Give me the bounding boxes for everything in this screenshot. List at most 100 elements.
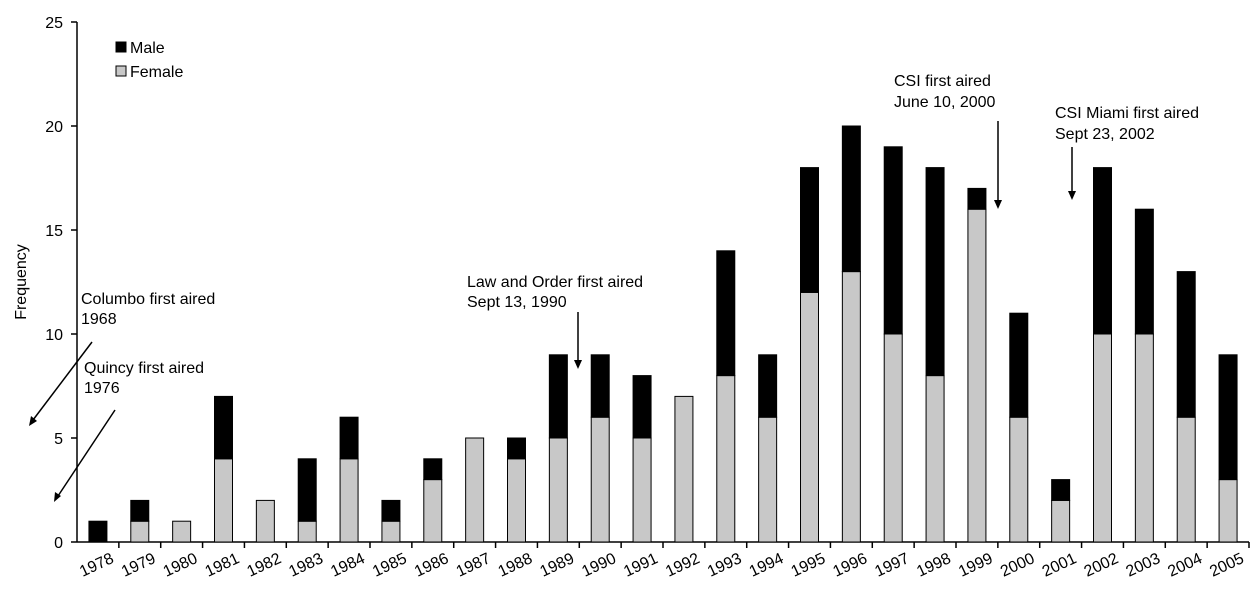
annotation-columbo-line1: Columbo first aired	[81, 291, 215, 308]
bar-female-2005	[1218, 479, 1238, 543]
bar-female-2004	[1176, 416, 1196, 543]
x-tick-label: 1993	[705, 550, 745, 580]
y-tick-label: 15	[45, 223, 63, 240]
axes	[76, 22, 1249, 543]
bar-male-2005	[1218, 354, 1238, 481]
bar-female-2001	[1051, 499, 1071, 543]
annotation-columbo-line2: 1968	[81, 311, 117, 328]
bar-female-2002	[1093, 333, 1112, 543]
x-tick-label: 1980	[161, 550, 201, 580]
y-ticks: 0 5 10 15 20 25	[45, 15, 77, 552]
legend: Male Female	[115, 40, 183, 81]
bar-male-1989	[548, 354, 568, 439]
x-tick-label: 1997	[872, 550, 912, 580]
annotation-columbo-arrow	[32, 341, 93, 421]
y-tick-label: 0	[54, 535, 63, 552]
x-tick-label: 1990	[579, 550, 619, 580]
bar-male-1996	[841, 125, 861, 273]
annotation-csi-miami-arrowhead	[1068, 191, 1076, 200]
x-tick-label: 1989	[538, 550, 578, 580]
x-tick-label: 1982	[245, 550, 285, 580]
bar-male-1998	[925, 167, 945, 377]
x-tick-label: 1995	[789, 550, 829, 580]
legend-swatch-male	[115, 41, 127, 53]
bar-female-1995	[800, 291, 819, 543]
annotation-columbo-arrowhead	[29, 416, 37, 426]
annotation-quincy-arrowhead	[54, 492, 61, 502]
bar-male-1981	[214, 395, 233, 460]
annotation-csi-line1: CSI first aired	[894, 73, 991, 90]
bar-male-1990	[590, 354, 610, 418]
bar-male-1985	[381, 499, 401, 522]
bar-female-1986	[423, 479, 443, 543]
annotation-quincy-line1: Quincy first aired	[84, 360, 204, 377]
x-tick-label: 1983	[286, 550, 326, 580]
bar-female-1980	[172, 520, 192, 543]
x-tick-label: 1994	[747, 550, 787, 580]
y-tick-label: 25	[45, 15, 63, 32]
bar-female-1979	[130, 520, 150, 543]
x-tick-label: 2002	[1082, 550, 1122, 580]
x-tick-label: 1992	[663, 550, 703, 580]
bar-male-1993	[716, 250, 736, 377]
x-tick-label: 1979	[119, 550, 159, 580]
bar-female-1982	[255, 499, 275, 543]
annotations: Columbo first aired 1968 Quincy first ai…	[29, 73, 1199, 502]
x-tick-label: 2000	[998, 550, 1038, 580]
bar-female-1985	[381, 520, 401, 543]
x-tick-label: 2005	[1207, 550, 1247, 580]
x-tick-label: 1987	[454, 550, 494, 580]
annotation-csi-line2: June 10, 2000	[894, 94, 996, 111]
bar-male-1994	[758, 354, 778, 418]
annotation-csi-arrowhead	[994, 200, 1002, 209]
bar-female-1990	[590, 416, 610, 543]
bar-male-1997	[883, 146, 903, 335]
x-tick-label: 1999	[956, 550, 996, 580]
bar-female-2003	[1134, 333, 1154, 543]
y-tick-label: 5	[54, 431, 63, 448]
x-tick-label: 1985	[370, 550, 410, 580]
bar-male-1999	[967, 187, 987, 210]
annotation-quincy-arrow	[57, 409, 116, 497]
bar-male-1986	[423, 458, 443, 481]
bar-male-1978	[88, 520, 108, 543]
bar-male-2001	[1051, 479, 1071, 501]
x-tick-label: 1984	[328, 550, 368, 580]
annotation-law-and-order-line2: Sept 13, 1990	[467, 294, 567, 311]
bar-male-1979	[130, 499, 150, 522]
y-axis-label: Frequency	[13, 244, 30, 320]
bar-female-1981	[214, 458, 233, 543]
x-tick-label: 2004	[1165, 550, 1205, 580]
x-tick-label: 2001	[1040, 550, 1080, 580]
x-tick-label: 1991	[621, 550, 661, 580]
legend-label-male: Male	[130, 40, 165, 57]
bar-female-1983	[297, 520, 317, 543]
bar-male-2000	[1009, 312, 1029, 418]
bar-female-1989	[548, 437, 568, 543]
x-tick-label: 1986	[412, 550, 452, 580]
bar-female-1994	[758, 416, 778, 543]
bar-male-1995	[800, 167, 819, 293]
annotation-law-and-order-line1: Law and Order first aired	[467, 274, 643, 291]
x-ticks: 1978 1979 1980 1981 1982 1983 1984 1985 1986 1987…	[77, 542, 1250, 581]
bar-female-1993	[716, 375, 736, 543]
legend-label-female: Female	[130, 64, 183, 81]
annotation-quincy-line2: 1976	[84, 380, 120, 397]
x-tick-label: 1998	[914, 550, 954, 580]
bar-male-1988	[507, 437, 526, 460]
bar-male-1983	[297, 458, 317, 522]
bar-male-2003	[1134, 208, 1154, 335]
bar-female-1996	[841, 271, 861, 543]
bar-female-1988	[507, 458, 526, 543]
x-tick-label: 1988	[496, 550, 536, 580]
bar-female-1984	[339, 458, 359, 543]
bar-female-1997	[883, 333, 903, 543]
x-tick-label: 2003	[1124, 550, 1164, 580]
bar-female-1987	[465, 437, 485, 543]
bar-female-1999	[967, 208, 987, 543]
bars	[88, 125, 1238, 543]
x-tick-label: 1981	[203, 550, 243, 580]
annotation-law-and-order-arrowhead	[574, 360, 582, 369]
x-tick-label: 1996	[831, 550, 871, 580]
